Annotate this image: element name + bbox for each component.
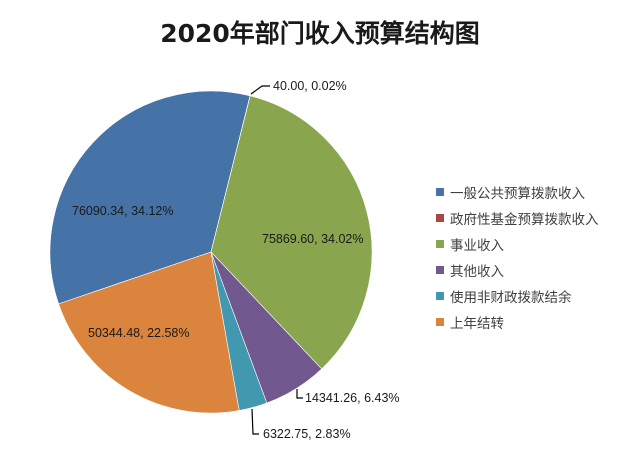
- leader-line-3: [296, 389, 303, 399]
- legend: 一般公共预算拨款收入 政府性基金预算拨款收入 事业收入 其他收入 使用非财政拨款…: [436, 179, 599, 335]
- legend-item-prior-year-carryover: 上年结转: [436, 309, 599, 335]
- chart-title: 2020年部门收入预算结构图: [160, 19, 480, 48]
- leader-line-0: [250, 85, 270, 95]
- data-label-other-income: 14341.26, 6.43%: [305, 391, 400, 405]
- legend-label: 其他收入: [450, 264, 504, 280]
- data-label-gov-fund: 40.00, 0.02%: [273, 79, 347, 93]
- data-label-prior-year-carryover: 50344.48, 22.58%: [88, 326, 189, 340]
- legend-label: 一般公共预算拨款收入: [450, 186, 585, 202]
- pie-slice-general-budget: [49, 90, 251, 305]
- legend-label: 上年结转: [450, 316, 504, 332]
- legend-swatch-icon: [436, 214, 444, 222]
- data-label-business-income: 75869.60, 34.02%: [262, 232, 363, 246]
- leader-line-4: [251, 408, 259, 435]
- legend-swatch-icon: [436, 266, 444, 274]
- legend-item-other-income: 其他收入: [436, 257, 599, 283]
- legend-swatch-icon: [436, 292, 444, 300]
- legend-item-business-income: 事业收入: [436, 231, 599, 257]
- legend-swatch-icon: [436, 318, 444, 326]
- legend-item-gov-fund: 政府性基金预算拨款收入: [436, 205, 599, 231]
- pie-slices: [49, 90, 373, 414]
- legend-swatch-icon: [436, 240, 444, 248]
- data-label-non-fiscal-surplus: 6322.75, 2.83%: [263, 427, 351, 441]
- legend-label: 政府性基金预算拨款收入: [450, 212, 599, 228]
- pie-slice-business-income: [210, 95, 373, 370]
- pie-slice-prior-year-carryover: [58, 251, 240, 414]
- legend-label: 使用非财政拨款结余: [450, 290, 572, 306]
- legend-item-general-budget: 一般公共预算拨款收入: [436, 179, 599, 205]
- legend-item-non-fiscal-surplus: 使用非财政拨款结余: [436, 283, 599, 309]
- leader-lines: [250, 85, 303, 435]
- data-labels: 76090.34, 34.12% 40.00, 0.02% 75869.60, …: [72, 79, 400, 441]
- data-label-general-budget: 76090.34, 34.12%: [72, 204, 173, 218]
- legend-swatch-icon: [436, 188, 444, 196]
- legend-label: 事业收入: [450, 238, 504, 254]
